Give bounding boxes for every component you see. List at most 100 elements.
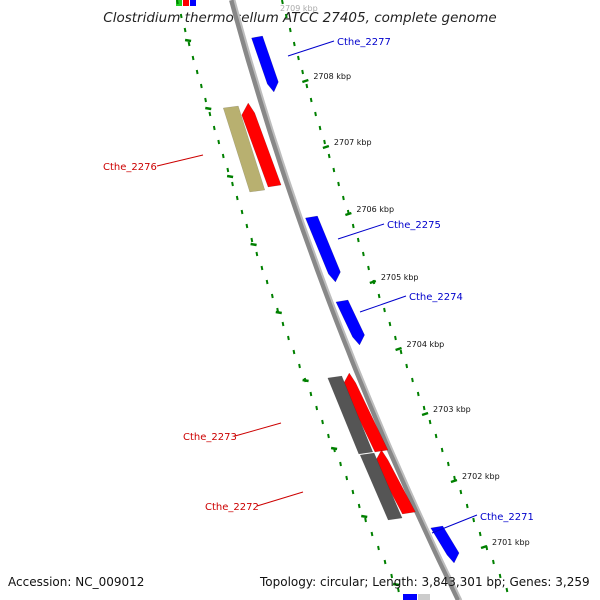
top-partial-features — [176, 0, 430, 600]
guide-dot — [505, 587, 509, 593]
tick-label: 2704 kbp — [407, 340, 445, 349]
guide-dot — [298, 363, 301, 369]
guide-dot — [356, 237, 360, 243]
tick-label: 2706 kbp — [356, 205, 394, 214]
major-tick-left — [205, 106, 212, 111]
guide-dot — [394, 335, 397, 341]
guide-dot — [270, 293, 274, 299]
guide-dot — [204, 97, 207, 103]
tick-label: 2702 kbp — [462, 472, 500, 481]
guide-dot — [478, 531, 482, 537]
guide-dot — [305, 83, 309, 89]
guide-dot — [339, 461, 342, 467]
genome-title: Clostridium thermocellum ATCC 27405, com… — [103, 10, 497, 26]
guide-dot — [314, 111, 317, 117]
gene-label-cthe-2275[interactable]: Cthe_2275 — [387, 220, 441, 231]
tick-label-partial: 2709 kbp — [280, 4, 318, 13]
gene-leader-line — [359, 295, 407, 313]
guide-dot — [191, 55, 195, 61]
gene-label-cthe-2277[interactable]: Cthe_2277 — [337, 37, 391, 48]
guide-dot — [399, 349, 403, 355]
guide-dot — [364, 517, 367, 523]
guide-dot — [281, 321, 285, 327]
guide-tracks — [176, 0, 509, 593]
gene-label-cthe-2273[interactable]: Cthe_2273 — [183, 432, 237, 443]
summary-text: Topology: circular; Length: 3,843,301 bp… — [260, 575, 590, 589]
guide-dot — [284, 13, 288, 19]
guide-dot — [301, 69, 304, 75]
guide-dot — [292, 41, 296, 47]
major-tick-left — [392, 582, 400, 587]
partial-feature-blue — [190, 0, 196, 6]
major-tick-left — [250, 242, 257, 247]
gene-label-cthe-2276[interactable]: Cthe_2276 — [103, 162, 157, 173]
major-tick — [480, 544, 488, 550]
tick-label: 2708 kbp — [313, 72, 351, 81]
guide-dot — [498, 573, 502, 579]
gene-arrow-cthe-2274 — [335, 299, 365, 346]
guide-dot — [383, 307, 386, 313]
gene-label-cthe-2272[interactable]: Cthe_2272 — [205, 502, 259, 513]
guide-dot — [318, 125, 322, 131]
gene-leader-line — [431, 514, 478, 534]
guide-dot — [309, 97, 313, 103]
guide-dot — [377, 293, 381, 299]
gene-label-cthe-2274[interactable]: Cthe_2274 — [409, 292, 463, 303]
partial-feature-green — [176, 0, 182, 6]
guide-dot — [260, 265, 264, 271]
guide-dot — [265, 279, 269, 285]
guide-dot — [422, 405, 426, 411]
guide-dot — [297, 55, 300, 61]
gene-arrow-cthe-2276 — [241, 102, 282, 188]
major-tick-left — [184, 38, 192, 43]
guide-dot — [309, 391, 313, 397]
guide-dot — [240, 209, 244, 215]
guide-dot — [345, 475, 349, 481]
guide-dot — [217, 139, 221, 145]
guide-dot — [176, 0, 179, 5]
gene-arrow-cthe-2275 — [305, 215, 341, 283]
guide-dot — [288, 27, 292, 33]
guide-dot — [362, 251, 365, 257]
major-tick — [301, 78, 309, 84]
gene-labels: Cthe_2277 Cthe_2276 Cthe_2275 Cthe_2274 Cthe… — [103, 37, 534, 534]
tick-label: 2705 kbp — [381, 273, 419, 282]
major-tick-left — [361, 514, 368, 519]
guide-dot — [446, 461, 450, 467]
guide-dot — [199, 83, 203, 89]
guide-dot — [235, 195, 239, 201]
guide-dot — [281, 0, 284, 5]
major-tick-left — [226, 174, 234, 179]
gene-leader-line — [287, 40, 335, 57]
olive-feature — [222, 105, 266, 193]
grey-feature-lower — [359, 452, 403, 521]
gene-label-cthe-2271[interactable]: Cthe_2271 — [480, 512, 534, 523]
gene-leader-line — [234, 422, 282, 437]
gene-leader-line — [156, 154, 204, 167]
guide-dot — [388, 321, 392, 327]
guide-dot — [212, 125, 216, 131]
guide-dot — [357, 503, 361, 509]
backbone-highlight — [233, 0, 463, 600]
guide-dot — [492, 559, 495, 565]
backbone-line — [229, 0, 462, 600]
guide-dot — [370, 531, 374, 537]
guide-dot — [208, 111, 212, 117]
grey-feature-upper — [327, 375, 374, 455]
major-tick-left — [302, 378, 309, 383]
partial-feature-red — [183, 0, 189, 6]
guide-dot — [377, 545, 380, 551]
guide-dot — [440, 447, 444, 453]
guide-dot — [351, 489, 355, 495]
guide-dot — [397, 587, 400, 593]
guide-dot — [390, 573, 394, 579]
guide-dot — [428, 419, 432, 425]
backbone — [229, 0, 463, 600]
guide-dot — [472, 517, 476, 523]
major-tick-left — [330, 446, 338, 451]
guide-dot — [221, 153, 225, 159]
guide-dot — [292, 349, 296, 355]
guide-dot — [416, 391, 420, 397]
